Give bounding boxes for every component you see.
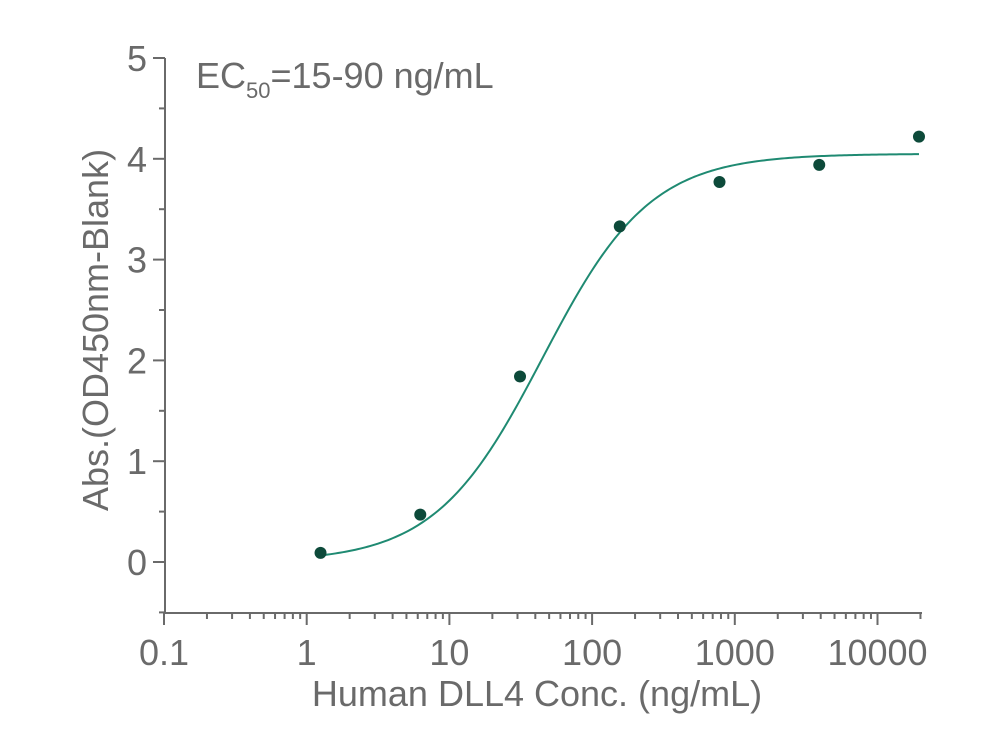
y-tick-label: 2 <box>127 340 147 381</box>
ec50-prefix: EC <box>196 55 246 96</box>
axes <box>164 58 922 614</box>
y-tick-label: 3 <box>127 240 147 281</box>
x-tick-label: 100 <box>562 632 622 673</box>
x-axis-title: Human DLL4 Conc. (ng/mL) <box>312 673 762 714</box>
data-point <box>912 130 925 143</box>
data-point <box>813 158 826 171</box>
data-point <box>414 508 427 521</box>
y-axis-title: Abs.(OD450nm-Blank) <box>75 149 116 511</box>
x-tick-label: 10 <box>429 632 469 673</box>
y-tick-label: 5 <box>127 38 147 79</box>
x-tick-label: 1000 <box>695 632 775 673</box>
x-tick-label: 10000 <box>827 632 927 673</box>
ec50-suffix: =15-90 ng/mL <box>271 55 494 96</box>
data-point <box>314 546 327 559</box>
y-tick-label: 4 <box>127 139 147 180</box>
x-tick-label: 0.1 <box>139 632 189 673</box>
data-points <box>314 130 925 559</box>
y-tick-label: 0 <box>127 542 147 583</box>
fit-curve <box>320 153 919 557</box>
y-ticks: 0 1 2 3 4 5 <box>127 38 165 614</box>
y-tick-label: 1 <box>127 441 147 482</box>
x-tick-label: 1 <box>297 632 317 673</box>
x-ticks: 0.1 1 10 100 1000 10000 <box>139 613 928 673</box>
data-point <box>613 220 626 233</box>
data-point <box>514 370 527 383</box>
fit-curve-group <box>320 153 919 557</box>
data-point <box>713 175 726 188</box>
ec50-subscript: 50 <box>246 78 270 103</box>
ec50-annotation: EC50=15-90 ng/mL <box>196 55 494 103</box>
